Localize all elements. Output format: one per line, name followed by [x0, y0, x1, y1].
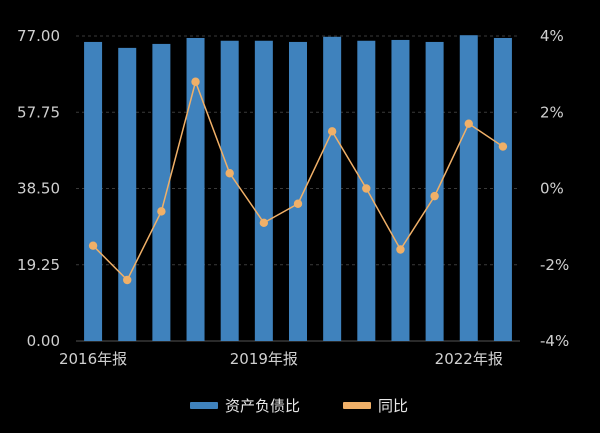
line-point — [464, 119, 473, 128]
legend: 资产负债比 同比 — [190, 397, 408, 415]
bar — [493, 37, 512, 341]
legend-swatch-debt-ratio — [190, 402, 218, 409]
bar — [84, 41, 103, 341]
y-left-tick-label: 19.25 — [17, 256, 60, 274]
bar — [459, 35, 478, 341]
x-tick-label: 2019年报 — [230, 350, 298, 368]
bar — [391, 39, 410, 342]
line-point — [191, 77, 200, 86]
line-point — [259, 218, 269, 228]
line-point — [396, 245, 405, 254]
x-tick-label: 2022年报 — [435, 350, 503, 368]
y-right-tick-label: -2% — [540, 256, 569, 274]
line-point — [498, 142, 508, 151]
y-axis-left: 0.00 19.25 38.50 57.75 77.00 — [17, 27, 60, 350]
y-left-tick-label: 77.00 — [17, 27, 60, 45]
bar — [425, 41, 444, 341]
line-point — [362, 184, 371, 193]
line-point — [225, 169, 234, 178]
line-point — [430, 191, 439, 201]
y-left-tick-label: 38.50 — [17, 180, 60, 198]
bar — [254, 40, 273, 342]
bar — [118, 47, 137, 341]
bar — [186, 37, 205, 341]
legend-label-debt-ratio: 资产负债比 — [225, 397, 300, 415]
bar — [289, 41, 307, 341]
y-right-tick-label: 2% — [540, 103, 564, 121]
line-series — [88, 77, 508, 285]
y-right-tick-label: 4% — [540, 27, 564, 45]
y-left-tick-label: 57.75 — [17, 103, 60, 121]
legend-label-yoy: 同比 — [378, 397, 408, 415]
line-point — [157, 207, 166, 216]
y-right-tick-label: 0% — [540, 180, 564, 198]
y-left-tick-label: 0.00 — [27, 332, 60, 350]
line-point — [327, 127, 337, 136]
line-point — [88, 241, 98, 250]
y-right-tick-label: -4% — [540, 332, 569, 350]
x-tick-label: 2016年报 — [59, 350, 127, 368]
y-axis-right: -4% -2% 0% 2% 4% — [540, 27, 569, 350]
bar — [220, 40, 239, 342]
bar — [323, 36, 342, 341]
bar — [152, 43, 171, 341]
legend-swatch-yoy — [343, 402, 371, 409]
line-point — [123, 275, 132, 285]
x-axis: 2016年报 2019年报 2022年报 — [59, 350, 503, 368]
line-point — [293, 199, 303, 208]
bar-series — [84, 35, 512, 342]
